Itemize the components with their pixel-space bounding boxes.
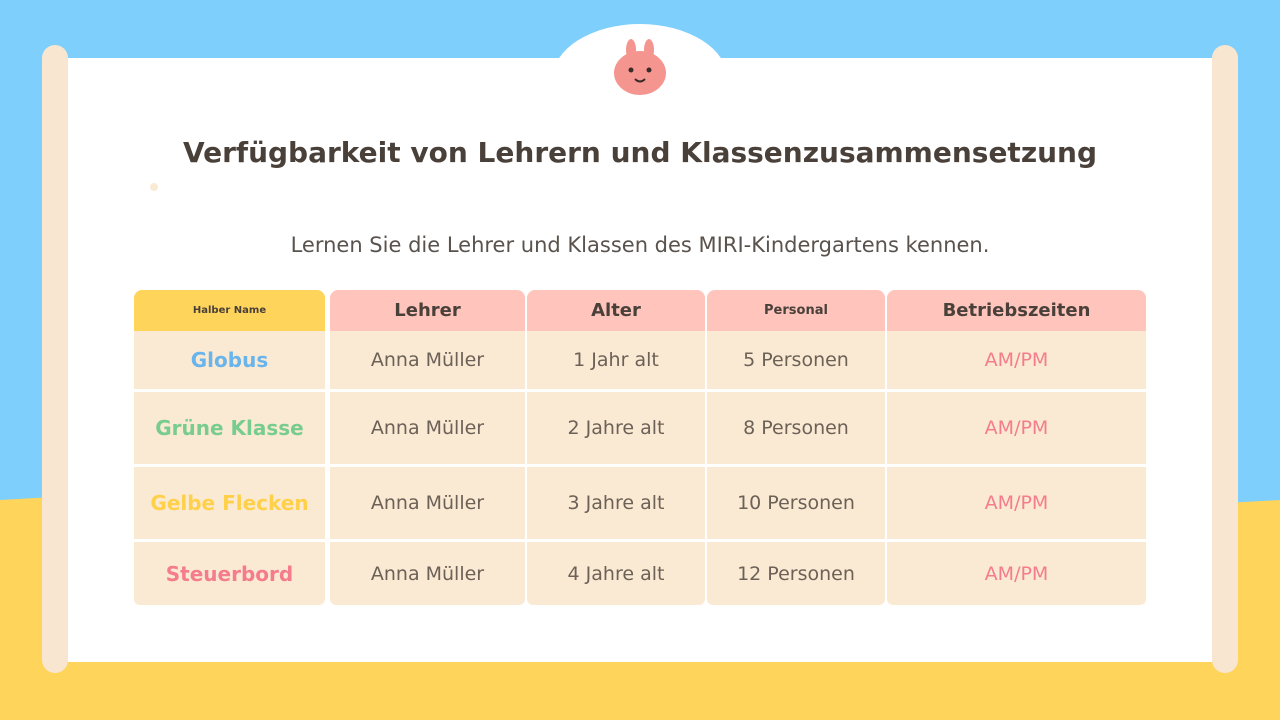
table-cell: AM/PM bbox=[887, 331, 1146, 389]
table-cell: 4 Jahre alt bbox=[527, 542, 705, 605]
table-cell: Anna Müller bbox=[330, 392, 525, 464]
title: Verfügbarkeit von Lehrern und Klassenzus… bbox=[182, 136, 1098, 169]
header-cell: Lehrer bbox=[330, 290, 525, 331]
table-cell: Anna Müller bbox=[330, 542, 525, 605]
scroll-rod bbox=[1212, 45, 1238, 673]
header-cell: Betriebszeiten bbox=[887, 290, 1146, 331]
table-cell: AM/PM bbox=[887, 542, 1146, 605]
scroll-rod bbox=[42, 45, 68, 673]
table-cell: 3 Jahre alt bbox=[527, 467, 705, 539]
header-cell: Alter bbox=[527, 290, 705, 331]
table-cell: AM/PM bbox=[887, 467, 1146, 539]
table-cell: 10 Personen bbox=[707, 467, 885, 539]
dot bbox=[150, 183, 158, 191]
table-cell: Anna Müller bbox=[330, 467, 525, 539]
header-cell: Halber Name bbox=[134, 290, 325, 331]
class-name: Gelbe Flecken bbox=[134, 467, 325, 539]
table-cell: 12 Personen bbox=[707, 542, 885, 605]
table-cell: 5 Personen bbox=[707, 331, 885, 389]
subtitle: Lernen Sie die Lehrer und Klassen des MI… bbox=[290, 233, 990, 257]
class-name: Steuerbord bbox=[134, 542, 325, 605]
header-cell: Personal bbox=[707, 290, 885, 331]
table-cell: 8 Personen bbox=[707, 392, 885, 464]
table-cell: Anna Müller bbox=[330, 331, 525, 389]
table-cell: 1 Jahr alt bbox=[527, 331, 705, 389]
bunny-icon bbox=[614, 39, 666, 95]
class-name: Grüne Klasse bbox=[134, 392, 325, 464]
table-cell: AM/PM bbox=[887, 392, 1146, 464]
class-name: Globus bbox=[134, 331, 325, 389]
table-cell: 2 Jahre alt bbox=[527, 392, 705, 464]
